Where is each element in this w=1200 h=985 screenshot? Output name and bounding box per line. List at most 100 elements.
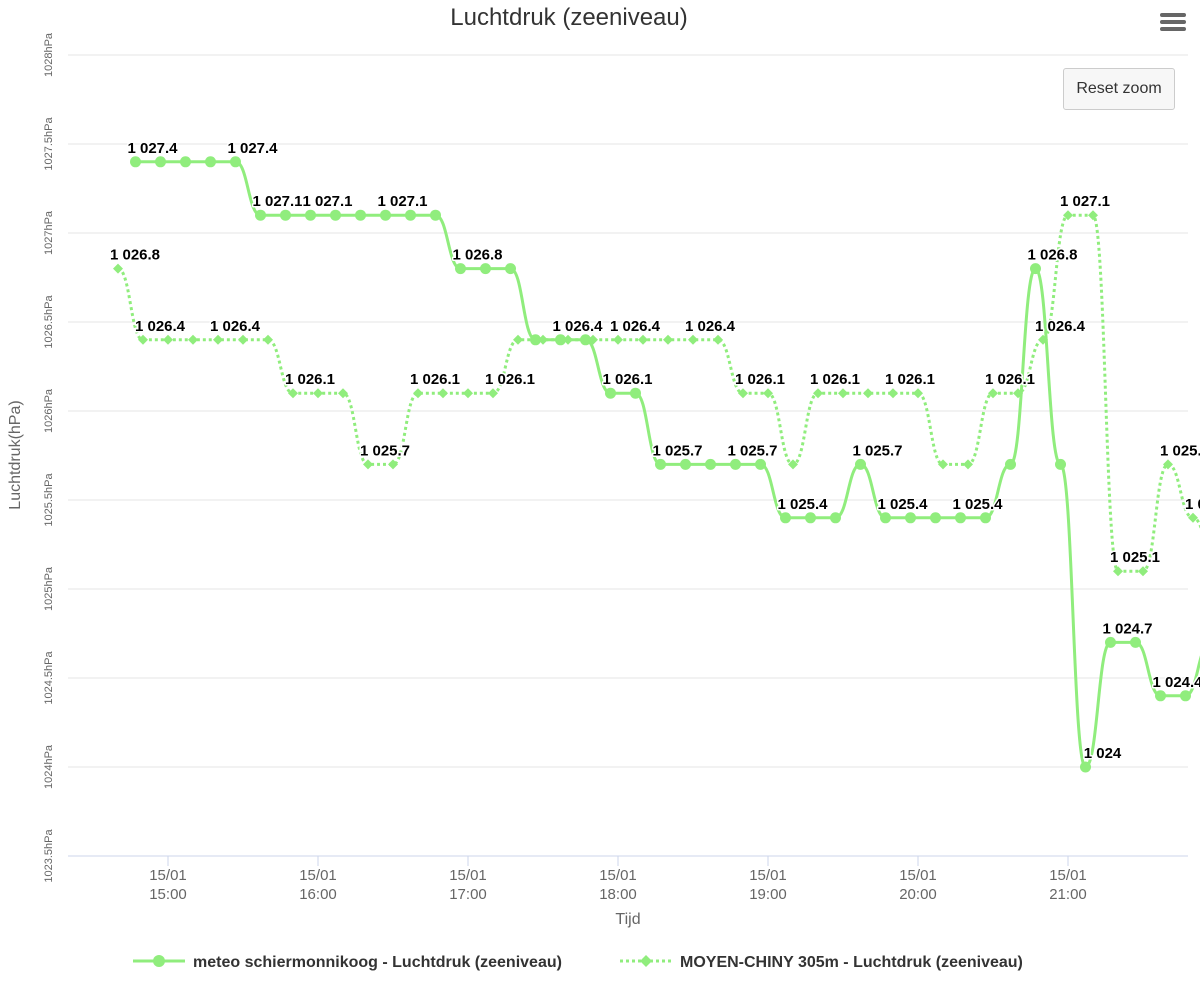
data-point[interactable]	[380, 210, 391, 221]
data-label: 1 027.1	[252, 193, 302, 210]
data-label: 1 026.1	[410, 371, 460, 388]
data-point[interactable]	[455, 263, 466, 274]
reset-zoom-button[interactable]: Reset zoom	[1063, 68, 1175, 110]
data-point[interactable]	[280, 210, 291, 221]
data-point[interactable]	[863, 388, 873, 398]
data-point[interactable]	[713, 335, 723, 345]
data-label: 1 025.1	[1110, 549, 1160, 566]
data-point[interactable]	[513, 335, 523, 345]
data-point[interactable]	[963, 459, 973, 469]
data-point[interactable]	[913, 388, 923, 398]
data-label: 1 026.8	[1027, 247, 1077, 264]
data-point[interactable]	[1055, 459, 1066, 470]
data-point[interactable]	[405, 210, 416, 221]
data-label: 1 026.1	[985, 371, 1035, 388]
data-point[interactable]	[1180, 690, 1191, 701]
data-point[interactable]	[855, 459, 866, 470]
x-tick-label: 16:00	[299, 886, 337, 903]
data-point[interactable]	[363, 459, 373, 469]
menu-bar	[1160, 13, 1186, 17]
data-point[interactable]	[388, 459, 398, 469]
data-point[interactable]	[888, 388, 898, 398]
data-point[interactable]	[638, 335, 648, 345]
data-point[interactable]	[663, 335, 673, 345]
data-label: 1 026.4	[552, 318, 603, 335]
data-label: 1 026.1	[602, 371, 652, 388]
chart-title: Luchtdruk (zeeniveau)	[450, 4, 687, 31]
data-point[interactable]	[163, 335, 173, 345]
data-label: 1 025.7	[852, 442, 902, 459]
data-point[interactable]	[113, 264, 123, 274]
data-point[interactable]	[905, 512, 916, 523]
data-label: 1 026.4	[610, 318, 661, 335]
x-axis-title: Tijd	[615, 911, 640, 928]
data-point[interactable]	[1030, 263, 1041, 274]
y-tick-label: 1028hPa	[43, 32, 55, 77]
data-point[interactable]	[705, 459, 716, 470]
y-axis-ticks: 1023.5hPa1024hPa1024.5hPa1025hPa1025.5hP…	[43, 32, 55, 883]
data-point[interactable]	[880, 512, 891, 523]
x-tick-label: 18:00	[599, 886, 637, 903]
data-point[interactable]	[355, 210, 366, 221]
data-point[interactable]	[830, 512, 841, 523]
legend-symbol-marker	[640, 955, 652, 967]
data-point[interactable]	[605, 388, 616, 399]
data-label: 1 026.1	[285, 371, 335, 388]
y-tick-label: 1023.5hPa	[43, 829, 55, 883]
data-point[interactable]	[1130, 637, 1141, 648]
data-point[interactable]	[263, 335, 273, 345]
data-point[interactable]	[330, 210, 341, 221]
y-tick-label: 1026.5hPa	[43, 295, 55, 349]
data-point[interactable]	[680, 459, 691, 470]
data-point[interactable]	[780, 512, 791, 523]
data-point[interactable]	[305, 210, 316, 221]
data-point[interactable]	[155, 156, 166, 167]
data-point[interactable]	[430, 210, 441, 221]
data-point[interactable]	[838, 388, 848, 398]
data-point[interactable]	[955, 512, 966, 523]
x-tick-label: 20:00	[899, 886, 937, 903]
x-tick-date: 15/01	[299, 867, 337, 884]
data-point[interactable]	[755, 459, 766, 470]
data-point[interactable]	[730, 459, 741, 470]
data-point[interactable]	[655, 459, 666, 470]
data-label: 1 026.4	[1035, 318, 1086, 335]
data-point[interactable]	[688, 335, 698, 345]
y-tick-label: 1024hPa	[43, 744, 55, 789]
data-label: 1 026.4	[685, 318, 736, 335]
data-point[interactable]	[205, 156, 216, 167]
menu-bar	[1160, 27, 1186, 31]
data-point[interactable]	[213, 335, 223, 345]
data-point[interactable]	[238, 335, 248, 345]
data-point[interactable]	[230, 156, 241, 167]
data-point[interactable]	[1155, 690, 1166, 701]
data-point[interactable]	[630, 388, 641, 399]
data-point[interactable]	[805, 512, 816, 523]
legend-item[interactable]: meteo schiermonnikoog - Luchtdruk (zeeni…	[133, 954, 562, 971]
data-point[interactable]	[930, 512, 941, 523]
hamburger-menu-icon[interactable]	[1158, 10, 1188, 36]
data-point[interactable]	[130, 156, 141, 167]
data-label: 1 025.4	[777, 496, 828, 513]
x-tick-date: 15/01	[749, 867, 787, 884]
data-point[interactable]	[980, 512, 991, 523]
data-point[interactable]	[313, 388, 323, 398]
grid-lines	[68, 55, 1188, 856]
data-point[interactable]	[180, 156, 191, 167]
data-point[interactable]	[1163, 459, 1173, 469]
data-point[interactable]	[1105, 637, 1116, 648]
legend-item[interactable]: MOYEN-CHINY 305m - Luchtdruk (zeeniveau)	[620, 954, 1023, 971]
data-label: 1 025.4	[877, 496, 928, 513]
data-point[interactable]	[1005, 459, 1016, 470]
data-point[interactable]	[480, 263, 491, 274]
data-point[interactable]	[413, 388, 423, 398]
data-point[interactable]	[188, 335, 198, 345]
data-label: 1 027.1	[377, 193, 427, 210]
data-point[interactable]	[438, 388, 448, 398]
data-point[interactable]	[613, 335, 623, 345]
data-point[interactable]	[1080, 762, 1091, 773]
data-point[interactable]	[255, 210, 266, 221]
data-point[interactable]	[463, 388, 473, 398]
data-label: 1 025.7	[727, 442, 777, 459]
data-point[interactable]	[505, 263, 516, 274]
